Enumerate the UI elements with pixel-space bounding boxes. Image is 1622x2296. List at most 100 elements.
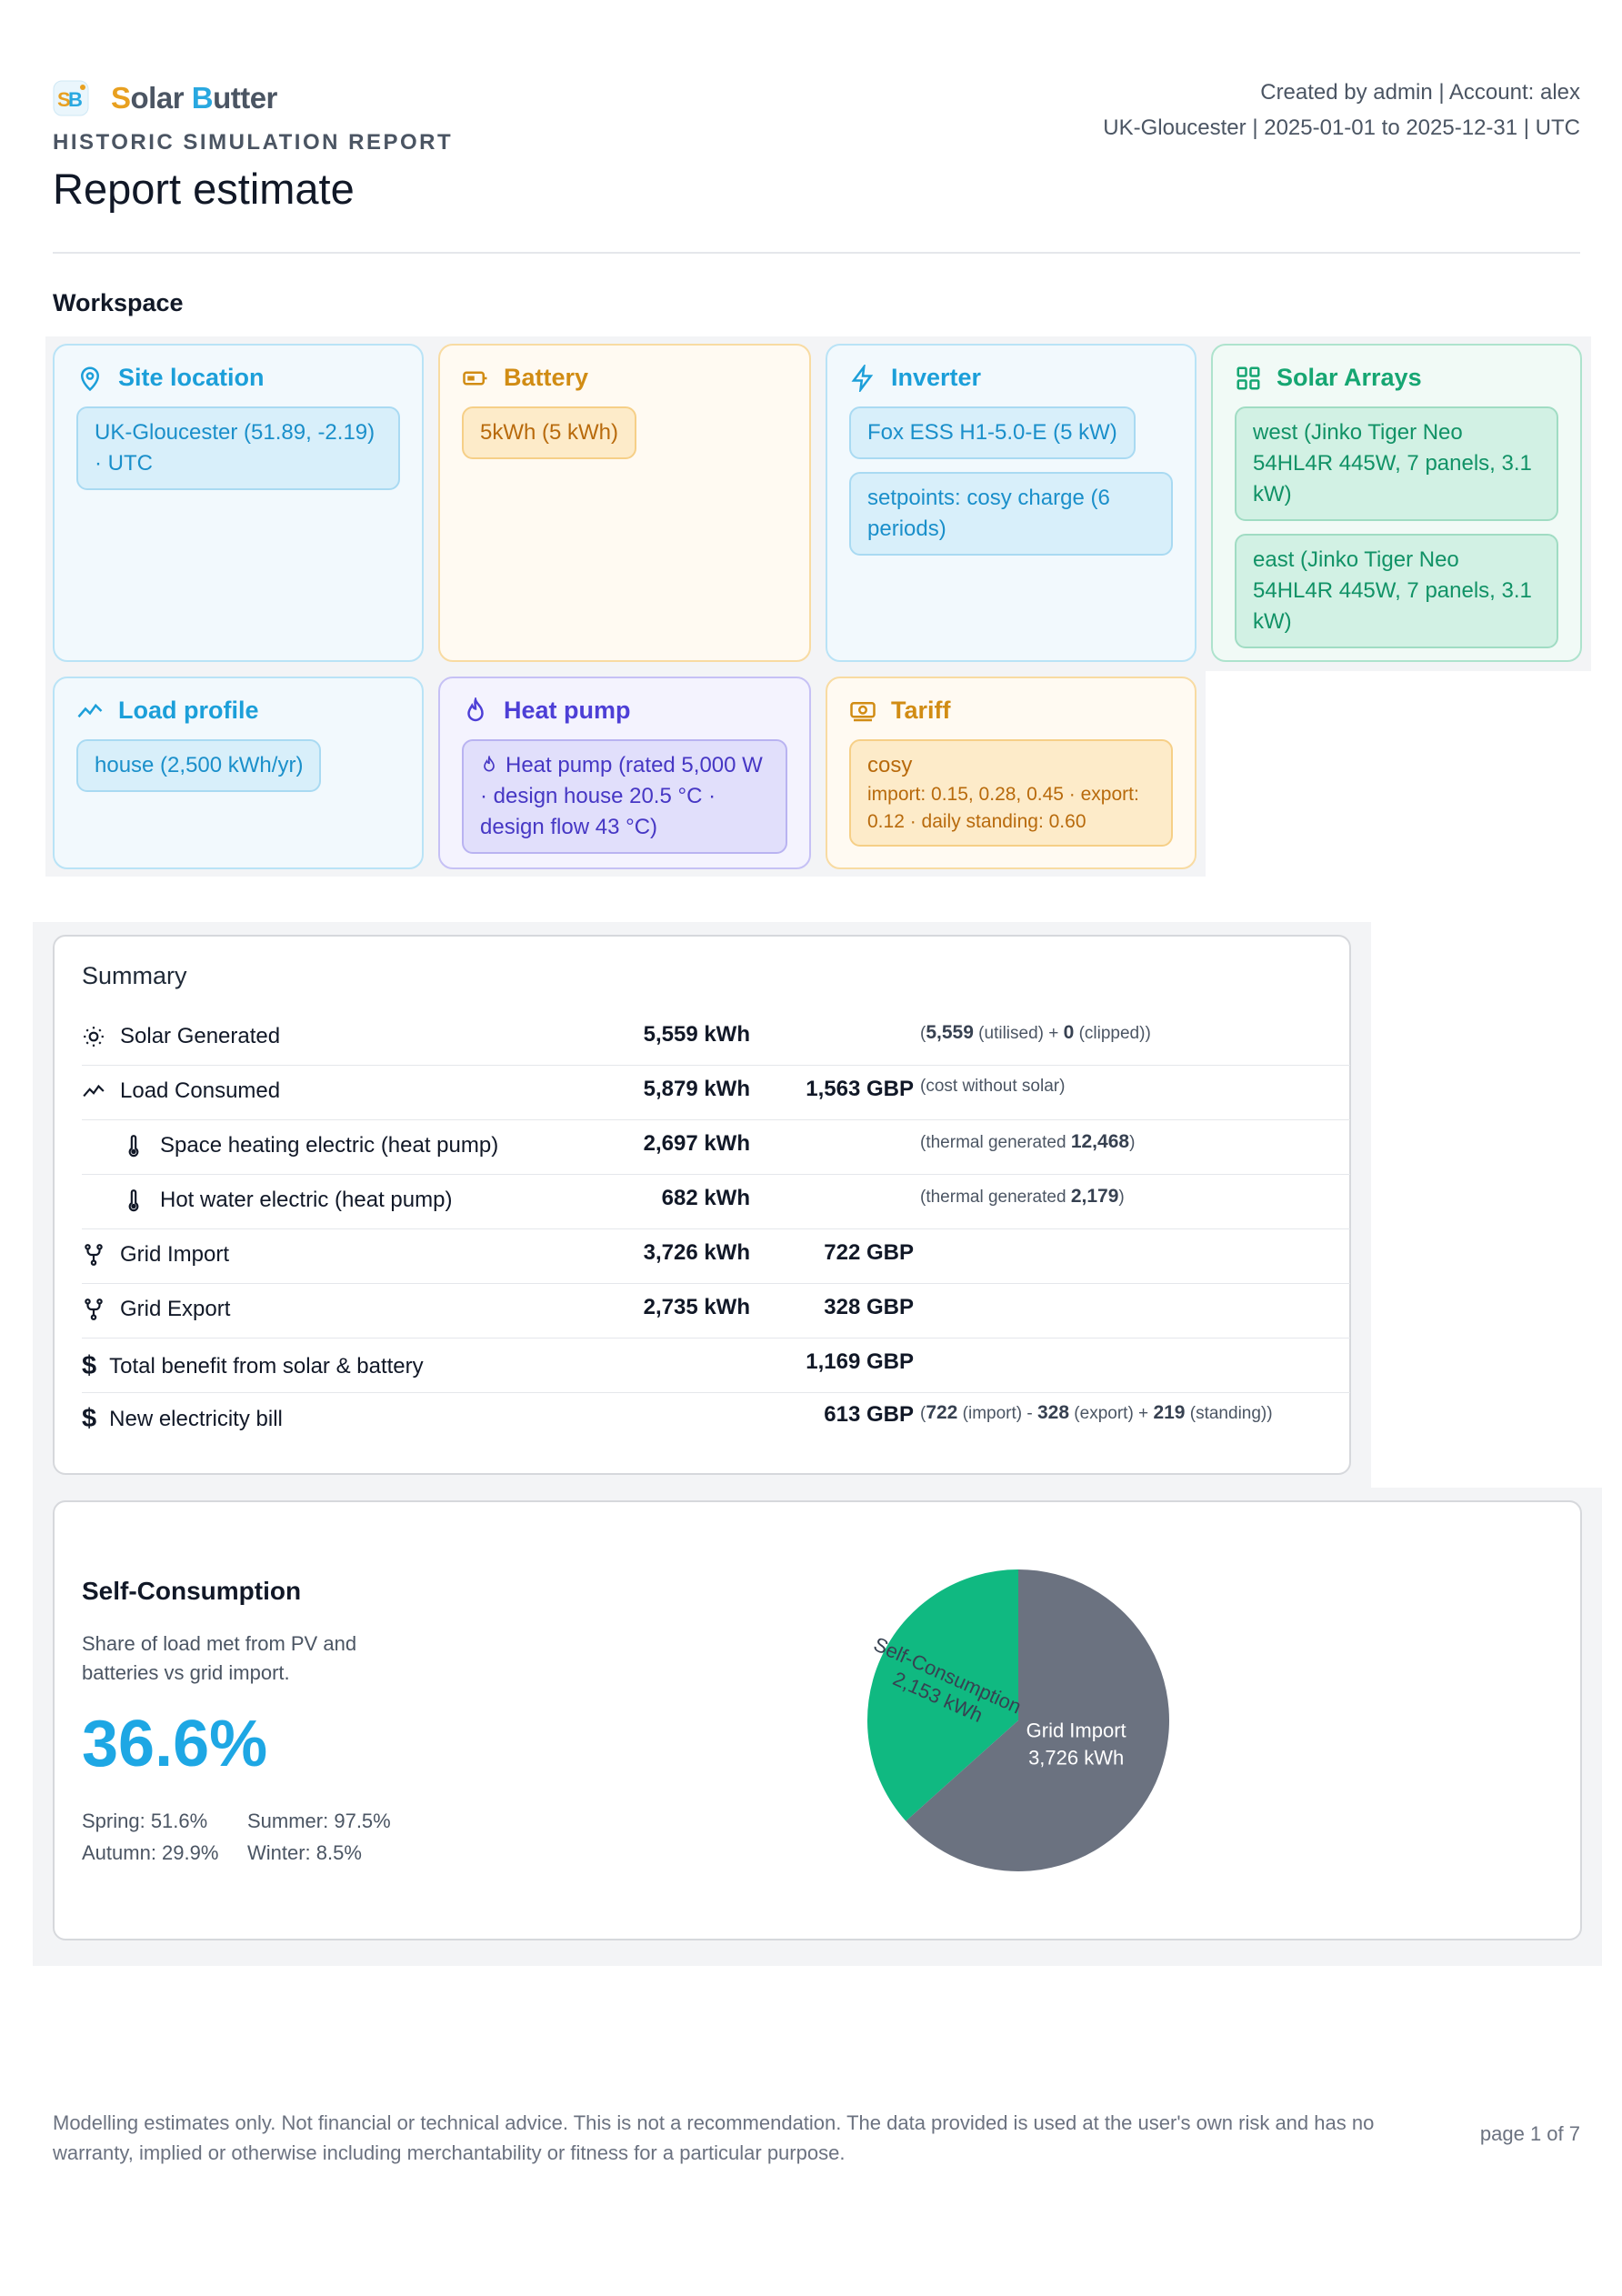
dollar-icon: $ (82, 1351, 97, 1380)
flame-icon (467, 697, 484, 721)
summary-row-grid-import: Grid Import 3,726 kWh 722 GBP (82, 1229, 1350, 1284)
row-label: Solar Generated (120, 1024, 281, 1048)
row-note: (5,559 (utilised) + 0 (clipped)) (920, 1022, 1151, 1043)
summary-row-new-bill: $ New electricity bill 613 GBP (722 (impo… (82, 1391, 1350, 1446)
site-location-chip[interactable]: UK-Gloucester (51.89, -2.19) · UTC (76, 406, 400, 490)
season-winter: Winter: 8.5% (247, 1841, 362, 1864)
disclaimer: Modelling estimates only. Not financial … (53, 2111, 1375, 2164)
trend-line-icon (77, 703, 103, 717)
dollar-icon: $ (82, 1404, 97, 1433)
battery-chip[interactable]: 5kWh (5 kWh) (462, 406, 637, 459)
page-number: page 1 of 7 (1479, 2122, 1580, 2145)
row-label: Grid Import (120, 1242, 230, 1267)
row-gbp: 1,563 GBP (806, 1077, 914, 1101)
load-profile-card[interactable]: Load profile house (2,500 kWh/yr) (53, 677, 424, 869)
row-note: (722 (import) - 328 (export) + 219 (stan… (920, 1402, 1273, 1423)
load-profile-chip[interactable]: house (2,500 kWh/yr) (76, 739, 322, 792)
inverter-setpoints-chip[interactable]: setpoints: cosy charge (6 periods) (849, 472, 1173, 556)
row-label: Hot water electric (heat pump) (160, 1188, 453, 1212)
row-kwh: 2,697 kWh (643, 1131, 750, 1156)
tariff-name: cosy (867, 753, 913, 777)
flame-icon (484, 754, 495, 772)
brand-name: Solar Butter (111, 81, 277, 115)
self-consumption-title: Self-Consumption (82, 1577, 302, 1605)
brand: S B Solar Butter (53, 80, 277, 116)
lightning-icon (851, 364, 874, 392)
row-kwh: 5,559 kWh (643, 1022, 750, 1047)
heat-pump-card[interactable]: Heat pump Heat pump (rated 5,000 W · des… (438, 677, 811, 869)
tariff-chip[interactable]: cosy import: 0.15, 0.28, 0.45 · export: … (849, 739, 1173, 847)
load-profile-title: Load profile (118, 697, 259, 724)
page-title: Report estimate (53, 165, 355, 213)
summary-row-solar-generated: Solar Generated 5,559 kWh (5,559 (utilis… (82, 1011, 1350, 1066)
inverter-title: Inverter (891, 364, 982, 391)
summary-row-load-consumed: Load Consumed 5,879 kWh 1,563 GBP (cost … (82, 1066, 1350, 1120)
site-location-title: Site location (118, 364, 265, 391)
row-note: (thermal generated 2,179) (920, 1186, 1125, 1207)
self-consumption-panel: Self-Consumption Share of load met from … (53, 1500, 1582, 1940)
row-gbp: 328 GBP (824, 1295, 914, 1319)
season-spring: Spring: 51.6% (82, 1810, 208, 1832)
solar-arrays-card[interactable]: Solar Arrays west (Jinko Tiger Neo 54HL4… (1211, 344, 1582, 662)
tariff-title: Tariff (891, 697, 951, 724)
workspace-title: Workspace (53, 289, 184, 316)
row-label: Load Consumed (120, 1078, 281, 1103)
row-label: Total benefit from solar & battery (109, 1353, 424, 1379)
row-label: Grid Export (120, 1297, 231, 1321)
summary-row-grid-export: Grid Export 2,735 kWh 328 GBP (82, 1284, 1350, 1338)
summary-title: Summary (82, 962, 187, 989)
heat-pump-title: Heat pump (504, 697, 631, 724)
row-label: New electricity bill (109, 1406, 283, 1431)
row-label: Space heating electric (heat pump) (160, 1133, 499, 1158)
row-kwh: 3,726 kWh (643, 1240, 750, 1265)
heat-pump-chip[interactable]: Heat pump (rated 5,000 W · design house … (462, 739, 787, 854)
summary-row-total-benefit: $ Total benefit from solar & battery 1,16… (82, 1338, 1350, 1393)
row-note: (thermal generated 12,468) (920, 1131, 1136, 1152)
fork-icon (85, 1244, 103, 1266)
inverter-card[interactable]: Inverter Fox ESS H1-5.0-E (5 kW) setpoin… (826, 344, 1196, 662)
solar-arrays-title: Solar Arrays (1277, 364, 1422, 391)
battery-title: Battery (504, 364, 589, 391)
summary-panel: Summary Solar Generated 5,559 kWh (5,559… (53, 935, 1351, 1475)
row-note: (cost without solar) (920, 1077, 1066, 1096)
header-divider (53, 252, 1580, 254)
inverter-model-chip[interactable]: Fox ESS H1-5.0-E (5 kW) (849, 406, 1136, 459)
solar-array-west-chip[interactable]: west (Jinko Tiger Neo 54HL4R 445W, 7 pan… (1235, 406, 1558, 521)
summary-row-space-heating: Space heating electric (heat pump) 2,697… (82, 1120, 1350, 1175)
self-consumption-description: Share of load met from PV and batteries … (82, 1632, 357, 1684)
row-gbp: 613 GBP (824, 1402, 914, 1427)
map-pin-icon (80, 366, 100, 391)
fork-icon (85, 1298, 103, 1320)
self-consumption-value: 36.6% (82, 1708, 268, 1780)
row-kwh: 2,735 kWh (643, 1295, 750, 1319)
svg-text:B: B (68, 88, 83, 111)
summary-row-hot-water: Hot water electric (heat pump) 682 kWh (… (82, 1175, 1350, 1229)
row-gbp: 1,169 GBP (806, 1349, 914, 1374)
brand-logo-icon: S B (53, 80, 89, 116)
trend-line-icon (83, 1084, 105, 1098)
pie-slice-self-consumption (867, 1569, 1018, 1821)
meta-location-period: UK-Gloucester | 2025-01-01 to 2025-12-31… (1103, 115, 1580, 140)
sun-icon (84, 1027, 104, 1047)
tariff-card[interactable]: Tariff cosy import: 0.15, 0.28, 0.45 · e… (826, 677, 1196, 869)
row-kwh: 682 kWh (661, 1186, 750, 1210)
report-type: HISTORIC SIMULATION REPORT (53, 130, 454, 155)
pie-slice-grid-import (906, 1569, 1169, 1871)
site-location-card[interactable]: Site location UK-Gloucester (51.89, -2.1… (53, 344, 424, 662)
meta-created-by: Created by admin | Account: alex (1260, 80, 1580, 105)
battery-icon (463, 371, 487, 385)
tariff-detail: import: 0.15, 0.28, 0.45 · export: 0.12 … (867, 784, 1139, 832)
row-kwh: 5,879 kWh (643, 1077, 750, 1101)
row-gbp: 722 GBP (824, 1240, 914, 1265)
thermometer-icon (128, 1189, 139, 1212)
grid-icon (1237, 366, 1260, 389)
season-autumn: Autumn: 29.9% (82, 1841, 219, 1864)
battery-card[interactable]: Battery 5kWh (5 kWh) (438, 344, 811, 662)
pie-label-grid-import: Grid Import 3,726 kWh (1026, 1719, 1126, 1769)
season-summer: Summer: 97.5% (247, 1810, 391, 1832)
svg-text:S: S (57, 88, 71, 111)
thermometer-icon (128, 1135, 139, 1158)
banknote-icon (850, 701, 876, 721)
solar-array-east-chip[interactable]: east (Jinko Tiger Neo 54HL4R 445W, 7 pan… (1235, 534, 1558, 648)
